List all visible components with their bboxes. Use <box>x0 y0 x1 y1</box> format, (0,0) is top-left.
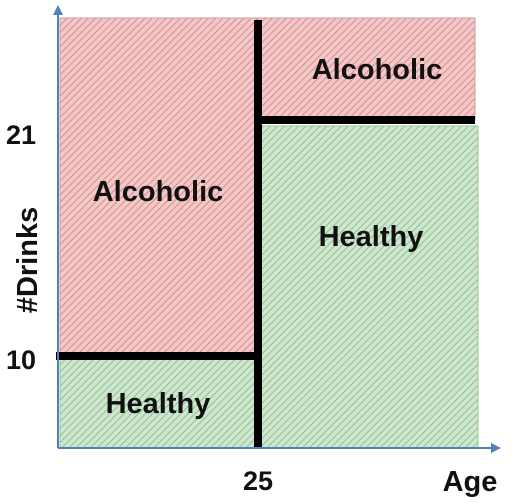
region-label-healthy-young: Healthy <box>106 388 211 420</box>
y-axis-title: #Drinks <box>12 207 44 313</box>
region-healthy-older <box>257 125 479 449</box>
region-healthy-young <box>59 355 259 449</box>
region-label-healthy-older: Healthy <box>319 221 424 253</box>
x-tick-25: 25 <box>243 466 273 496</box>
region-alcoholic-older <box>257 17 476 121</box>
region-label-alcoholic-older: Alcoholic <box>312 54 443 86</box>
y-tick-21: 21 <box>6 120 36 150</box>
region-label-alcoholic-young: Alcoholic <box>93 176 224 208</box>
x-axis-title: Age <box>443 466 498 498</box>
region-alcoholic-young <box>59 17 259 357</box>
y-tick-10: 10 <box>6 345 36 375</box>
